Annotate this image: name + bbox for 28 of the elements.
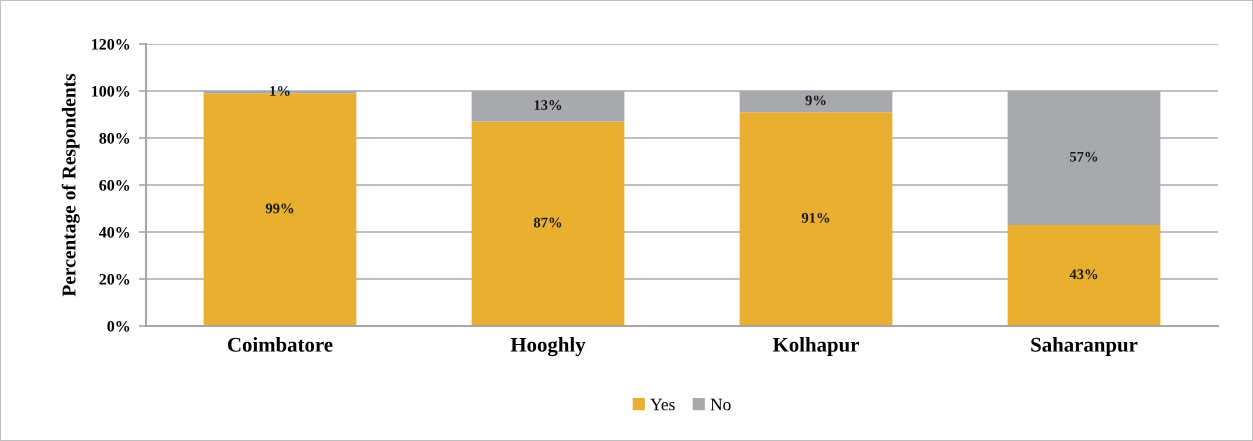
data-label: 99% (265, 203, 294, 214)
bar (739, 91, 893, 113)
bar (1007, 91, 1161, 225)
bar (1007, 224, 1161, 326)
x-tick-label: Hooghly (510, 337, 586, 357)
bar (471, 121, 625, 326)
data-label: 43% (1069, 269, 1098, 280)
data-label: 91% (801, 212, 830, 223)
x-tick-label: Saharanpur (1031, 337, 1138, 356)
y-tick-label: 20% (99, 273, 130, 285)
data-label: 87% (533, 217, 562, 228)
y-tick-label: 0% (107, 320, 130, 332)
data-label: 9% (805, 95, 826, 106)
data-label: 1% (270, 85, 290, 96)
y-tick-label: 80% (99, 132, 130, 144)
x-tick-label: Coimbatore (227, 337, 333, 352)
legend-label: No (710, 398, 731, 411)
data-label: 13% (534, 100, 562, 110)
bar (471, 91, 625, 122)
y-tick-label: 120% (92, 38, 130, 50)
x-tick-label: Kolhapur (772, 337, 859, 356)
legend-label: Yes (650, 398, 675, 411)
y-tick-label: 60% (99, 179, 130, 191)
data-label: 57% (1070, 151, 1098, 162)
y-tick-label: 100% (92, 85, 130, 97)
bar (739, 112, 893, 326)
y-axis-title: Percentage of Respondents (61, 73, 80, 297)
y-tick-label: 40% (99, 226, 130, 238)
